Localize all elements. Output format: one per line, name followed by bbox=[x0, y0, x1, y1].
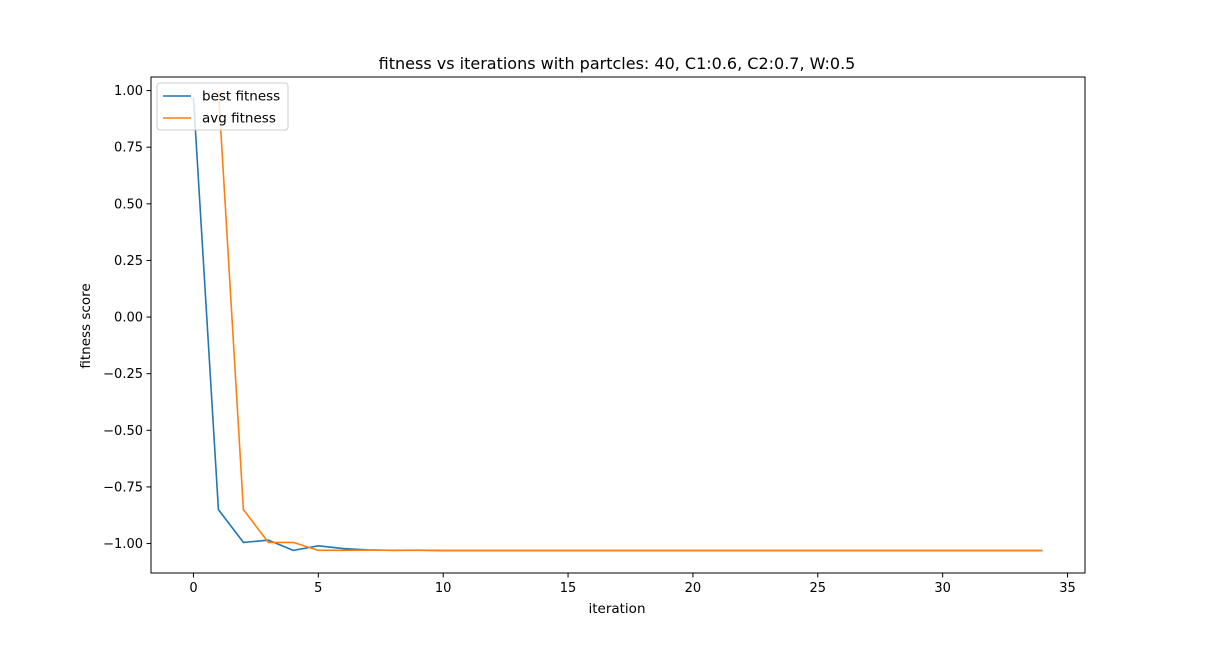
legend: best fitness avg fitness bbox=[156, 82, 289, 131]
y-tick-label: 0.50 bbox=[114, 197, 143, 212]
x-axis-label: iteration bbox=[588, 601, 645, 617]
y-tick-label: −0.25 bbox=[103, 367, 143, 382]
y-tick-label: 0.25 bbox=[114, 254, 143, 269]
legend-label: best fitness bbox=[202, 89, 280, 105]
y-tick-label: 0.75 bbox=[114, 141, 143, 156]
y-tick-label: −1.00 bbox=[103, 537, 143, 552]
y-axis-label: fitness score bbox=[78, 283, 94, 368]
x-tick-label: 25 bbox=[810, 581, 827, 596]
y-tick-label: −0.50 bbox=[103, 424, 143, 439]
x-tick-label: 10 bbox=[435, 581, 452, 596]
plot-area: 0 5 10 15 20 25 30 35 1.00 0.75 0.50 0.25 0.00 −0.25 −… bbox=[103, 76, 1086, 596]
x-tick-label: 0 bbox=[189, 581, 197, 596]
y-tick-label: 1.00 bbox=[114, 84, 143, 99]
x-tick-label: 15 bbox=[560, 581, 577, 596]
x-tick-label: 35 bbox=[1059, 581, 1076, 596]
series-line-best-fitness bbox=[192, 97, 1043, 552]
chart-title: fitness vs iterations with partcles: 40,… bbox=[379, 54, 856, 73]
y-tick-label: −0.75 bbox=[103, 480, 143, 495]
x-tick-label: 30 bbox=[934, 581, 951, 596]
legend-label: avg fitness bbox=[202, 111, 276, 127]
y-tick-label: 0.00 bbox=[114, 311, 143, 326]
series-line-avg-fitness bbox=[217, 90, 1043, 552]
x-tick-label: 5 bbox=[314, 581, 322, 596]
x-tick-label: 20 bbox=[685, 581, 702, 596]
plot-frame bbox=[150, 76, 1086, 574]
